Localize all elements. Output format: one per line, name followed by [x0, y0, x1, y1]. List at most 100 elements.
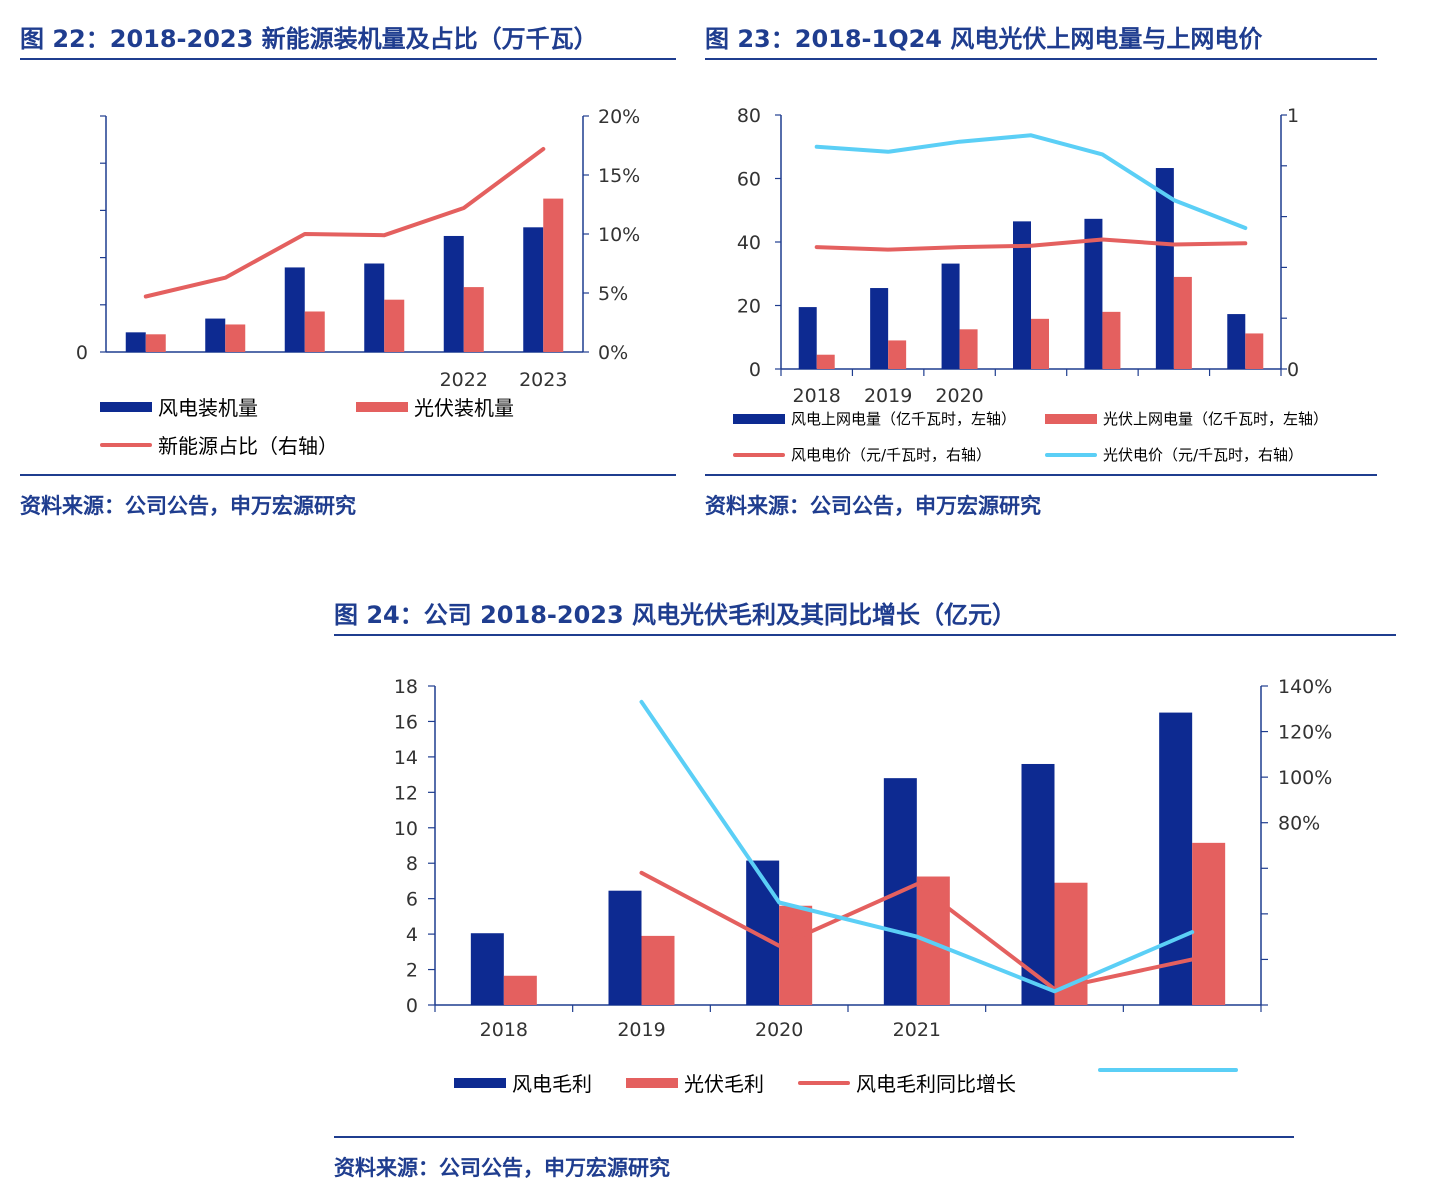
c22-right-tick-label: 5%	[598, 283, 628, 305]
c24-left-tick-label: 8	[406, 853, 418, 875]
c22-bar-solar	[304, 311, 325, 352]
legend-swatch-wind	[100, 401, 152, 412]
legend-label-wind-install: 风电装机量	[158, 396, 258, 420]
c24-series-line-2	[639, 699, 1195, 994]
c22-category-label: 2023	[519, 369, 567, 391]
c23-bar-solar	[816, 354, 835, 369]
c22-bar-solar	[145, 334, 166, 352]
legend-label-wind-profit: 风电毛利	[512, 1072, 592, 1096]
source-24: 资料来源：公司公告，申万宏源研究	[334, 1156, 670, 1180]
c24-left-tick-label: 4	[406, 924, 418, 946]
c24-bar-wind	[1021, 763, 1055, 1005]
c24-left-tick-label: 10	[394, 818, 418, 840]
c23-bar-solar	[1031, 318, 1049, 369]
title-rule-24	[334, 634, 1396, 636]
legend-item-wind-profit: 风电毛利	[454, 1068, 592, 1097]
c24-bar-solar	[503, 975, 537, 1005]
c22-left-tick-label: 0	[76, 342, 88, 364]
c24-left-tick-label: 16	[394, 711, 418, 733]
legend-label-solar-install: 光伏装机量	[414, 396, 514, 420]
c22-bar-wind	[364, 263, 385, 352]
legend-swatch-solar-gen	[1045, 413, 1097, 424]
panel-23: 图 23：2018-1Q24 风电光伏上网电量与上网电价 0 20 40 60 80 0 1…	[705, 24, 1395, 524]
legend-swatch-solar-profit	[626, 1077, 678, 1088]
chart-title-24: 图 24：公司 2018-2023 风电光伏毛利及其同比增长（亿元）	[334, 601, 1017, 629]
source-23: 资料来源：公司公告，申万宏源研究	[705, 494, 1041, 518]
c23-left-tick-label: 60	[737, 169, 761, 191]
c23-bar-solar	[1102, 311, 1121, 369]
c24-left-tick-label: 0	[406, 995, 418, 1017]
source-rule-23	[705, 474, 1377, 476]
legend-item-solar-price: 光伏电价（元/千瓦时，右轴）	[1045, 444, 1303, 465]
c24-category-label: 2020	[755, 1019, 803, 1041]
legend-item-wind-price: 风电电价（元/千瓦时，右轴）	[733, 444, 991, 465]
c23-series-line-1	[814, 237, 1248, 252]
legend-swatch-share	[100, 442, 152, 447]
c24-bar-solar	[1192, 842, 1226, 1005]
legend-swatch-wind-price	[733, 452, 785, 457]
c24-right-tick-label: 100%	[1278, 767, 1332, 789]
legend-label-solar-price: 光伏电价（元/千瓦时，右轴）	[1103, 446, 1304, 464]
c23-bar-wind	[941, 263, 960, 369]
legend-swatch-solar-yoy	[1098, 1068, 1238, 1072]
legend-item-wind-gen: 风电上网电量（亿千瓦时，左轴）	[733, 408, 1016, 429]
c22-bar-wind	[125, 332, 146, 352]
chart-title-23: 图 23：2018-1Q24 风电光伏上网电量与上网电价	[705, 25, 1263, 53]
source-rule-22	[20, 474, 676, 476]
legend-swatch-wind-gen	[733, 413, 785, 424]
c24-category-label: 2018	[480, 1019, 528, 1041]
legend-24: 风电毛利 光伏毛利 风电毛利同比增长	[334, 1064, 1396, 1098]
legend-label-solar-gen: 光伏上网电量（亿千瓦时，左轴）	[1103, 410, 1329, 428]
c23-left-tick-label: 80	[737, 105, 761, 127]
chart-title-22: 图 22：2018-2023 新能源装机量及占比（万千瓦）	[20, 25, 598, 53]
c23-left-tick-label: 20	[737, 296, 761, 318]
chart-23-svg: 0 20 40 60 80 0 1 2018 2019 2020	[737, 105, 1299, 407]
c24-bar-solar	[641, 935, 675, 1005]
c22-category-label: 2022	[440, 369, 488, 391]
legend-item-solar-install: 光伏装机量	[356, 392, 514, 421]
c23-bar-solar	[888, 340, 907, 369]
legend-label-wind-price: 风电电价（元/千瓦时，右轴）	[791, 446, 992, 464]
c24-left-tick-label: 14	[394, 747, 418, 769]
legend-label-wind-gen: 风电上网电量（亿千瓦时，左轴）	[791, 410, 1017, 428]
c23-bar-wind	[1084, 218, 1103, 369]
c23-series-line-2	[814, 133, 1248, 230]
c23-bar-wind	[1013, 221, 1031, 369]
c24-left-tick-label: 12	[394, 782, 418, 804]
c22-bar-wind	[523, 227, 544, 352]
c23-bar-wind	[1227, 314, 1246, 369]
c22-right-tick-label: 20%	[598, 106, 640, 128]
legend-item-wind-yoy: 风电毛利同比增长	[798, 1068, 1016, 1097]
c24-right-tick-label: 80%	[1278, 813, 1320, 835]
c23-bar-solar	[1173, 276, 1192, 369]
c24-left-tick-label: 6	[406, 889, 418, 911]
c23-bar-wind	[798, 307, 817, 369]
c22-right-tick-label: 15%	[598, 165, 640, 187]
title-rule-22	[20, 58, 676, 60]
c24-bar-wind	[1159, 712, 1193, 1005]
panel-22: 图 22：2018-2023 新能源装机量及占比（万千瓦） 0 0% 5% 10% 15…	[20, 24, 680, 524]
legend-23: 风电上网电量（亿千瓦时，左轴） 光伏上网电量（亿千瓦时，左轴） 风电电价（元/千…	[705, 404, 1395, 466]
legend-22: 风电装机量 光伏装机量 新能源占比（右轴）	[20, 386, 680, 459]
legend-item-share: 新能源占比（右轴）	[100, 430, 338, 459]
c23-bar-wind	[1155, 168, 1174, 369]
c23-category-label: 2020	[935, 385, 983, 407]
c22-right-tick-label: 0%	[598, 342, 628, 364]
c23-category-label: 2019	[864, 385, 912, 407]
c23-bar-wind	[870, 288, 889, 369]
c22-bar-wind	[284, 267, 305, 352]
c22-series-line-1	[143, 147, 546, 299]
title-rule-23	[705, 58, 1377, 60]
c24-left-tick-label: 2	[406, 960, 418, 982]
legend-item-wind-install: 风电装机量	[100, 392, 258, 421]
c22-right-tick-label: 10%	[598, 224, 640, 246]
legend-label-solar-profit: 光伏毛利	[684, 1072, 764, 1096]
c23-category-label: 2018	[793, 385, 841, 407]
source-22: 资料来源：公司公告，申万宏源研究	[20, 494, 356, 518]
legend-label-share: 新能源占比（右轴）	[158, 434, 338, 458]
c24-right-tick-label: 120%	[1278, 722, 1332, 744]
legend-swatch-solar-price	[1045, 452, 1097, 457]
c22-bar-solar	[384, 299, 405, 352]
c24-bar-solar	[779, 905, 813, 1005]
c23-left-tick-label: 0	[749, 359, 761, 381]
